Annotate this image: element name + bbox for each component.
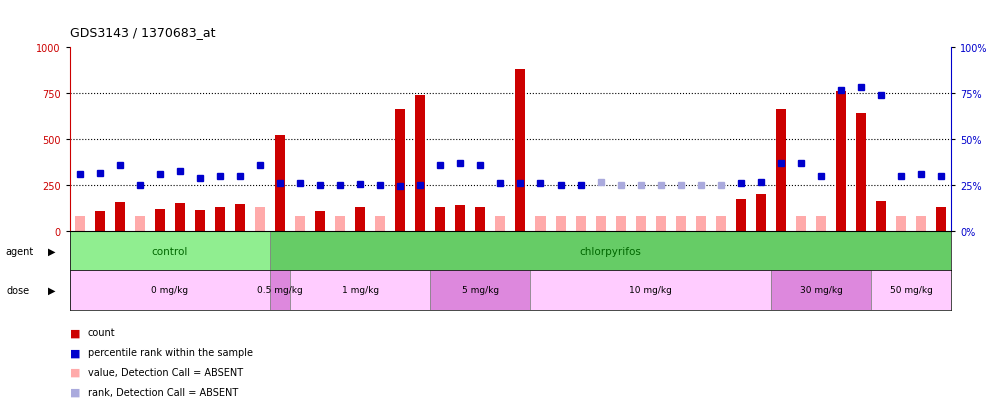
Bar bbox=[235, 204, 245, 231]
Text: rank, Detection Call = ABSENT: rank, Detection Call = ABSENT bbox=[88, 387, 238, 397]
Bar bbox=[576, 216, 586, 231]
Bar bbox=[255, 207, 265, 231]
Bar bbox=[635, 216, 645, 231]
Text: GDS3143 / 1370683_at: GDS3143 / 1370683_at bbox=[70, 26, 215, 39]
Text: 10 mg/kg: 10 mg/kg bbox=[629, 286, 672, 294]
Text: ■: ■ bbox=[70, 367, 81, 377]
Bar bbox=[275, 136, 285, 231]
Bar bbox=[756, 195, 766, 231]
Bar bbox=[916, 216, 926, 231]
Text: 30 mg/kg: 30 mg/kg bbox=[800, 286, 843, 294]
Bar bbox=[290, 271, 430, 310]
Bar bbox=[872, 271, 951, 310]
Bar bbox=[175, 204, 185, 231]
Text: 0.5 mg/kg: 0.5 mg/kg bbox=[257, 286, 303, 294]
Bar bbox=[616, 216, 625, 231]
Bar bbox=[556, 216, 566, 231]
Bar bbox=[270, 271, 290, 310]
Bar bbox=[736, 199, 746, 231]
Bar bbox=[415, 95, 425, 231]
Bar bbox=[154, 209, 165, 231]
Text: percentile rank within the sample: percentile rank within the sample bbox=[88, 347, 253, 357]
Bar bbox=[70, 231, 270, 271]
Text: control: control bbox=[151, 246, 188, 256]
Bar bbox=[771, 271, 872, 310]
Bar bbox=[215, 207, 225, 231]
Bar bbox=[295, 216, 305, 231]
Bar bbox=[655, 216, 665, 231]
Bar bbox=[430, 271, 531, 310]
Bar bbox=[531, 271, 771, 310]
Text: ▶: ▶ bbox=[48, 246, 56, 256]
Text: ▶: ▶ bbox=[48, 285, 56, 295]
Text: ■: ■ bbox=[70, 328, 81, 337]
Bar bbox=[134, 216, 144, 231]
Bar bbox=[375, 216, 385, 231]
Bar bbox=[716, 216, 726, 231]
Bar bbox=[95, 211, 105, 231]
Bar bbox=[115, 203, 124, 231]
Bar bbox=[696, 216, 706, 231]
Bar bbox=[395, 110, 405, 231]
Bar bbox=[495, 216, 505, 231]
Text: 50 mg/kg: 50 mg/kg bbox=[889, 286, 932, 294]
Bar bbox=[896, 216, 906, 231]
Text: agent: agent bbox=[5, 246, 33, 256]
Text: count: count bbox=[88, 328, 116, 337]
Bar bbox=[836, 92, 846, 231]
Bar bbox=[270, 231, 951, 271]
Bar bbox=[796, 216, 806, 231]
Text: chlorpyrifos: chlorpyrifos bbox=[580, 246, 641, 256]
Bar bbox=[596, 216, 606, 231]
Bar bbox=[475, 207, 485, 231]
Text: ■: ■ bbox=[70, 387, 81, 397]
Bar bbox=[336, 216, 346, 231]
Text: 0 mg/kg: 0 mg/kg bbox=[151, 286, 188, 294]
Text: dose: dose bbox=[7, 285, 30, 295]
Text: ■: ■ bbox=[70, 347, 81, 357]
Bar bbox=[516, 69, 526, 231]
Bar bbox=[776, 110, 786, 231]
Bar bbox=[435, 207, 445, 231]
Bar bbox=[675, 216, 685, 231]
Bar bbox=[816, 216, 826, 231]
Bar bbox=[455, 206, 465, 231]
Bar bbox=[75, 216, 85, 231]
Bar bbox=[876, 202, 886, 231]
Bar bbox=[195, 210, 205, 231]
Text: 5 mg/kg: 5 mg/kg bbox=[462, 286, 499, 294]
Bar bbox=[936, 207, 946, 231]
Bar bbox=[70, 271, 270, 310]
Bar bbox=[856, 114, 867, 231]
Bar bbox=[356, 207, 366, 231]
Text: 1 mg/kg: 1 mg/kg bbox=[342, 286, 378, 294]
Text: value, Detection Call = ABSENT: value, Detection Call = ABSENT bbox=[88, 367, 243, 377]
Bar bbox=[536, 216, 546, 231]
Bar bbox=[315, 211, 325, 231]
